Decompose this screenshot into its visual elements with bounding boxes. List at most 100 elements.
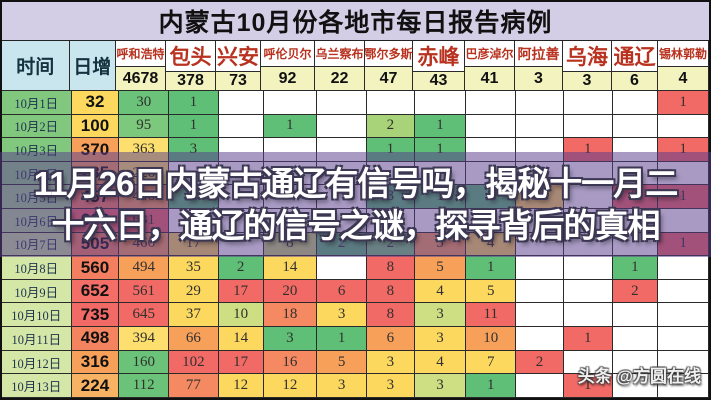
table-title: 内蒙古10月份各地市每日报告病例 [2, 2, 709, 41]
value-cell: 10 [466, 327, 517, 351]
city-column-header: 兴安 73 [216, 41, 261, 91]
city-column-header: 阿拉善 3 [515, 41, 563, 91]
daily-increase-cell: 100 [71, 114, 120, 139]
city-name: 呼和浩特 [116, 41, 166, 67]
value-cell: 5 [317, 350, 367, 375]
value-cell: 6 [317, 279, 367, 304]
city-column-header: 锡林郭勒 4 [658, 41, 709, 91]
value-cell: 394 [119, 327, 170, 351]
value-cell: 66 [169, 327, 219, 351]
city-name: 通辽 [612, 41, 658, 72]
value-cell: 1 [466, 374, 517, 398]
value-cell: 160 [119, 350, 170, 375]
city-month-total: 6 [612, 72, 658, 91]
value-cell: 1 [169, 114, 219, 139]
table-row: 10月11日 498 394 66 14 3 1 6 3 10 1 [2, 327, 710, 351]
city-month-total: 41 [465, 67, 515, 91]
table-row: 10月12日 316 160 102 17 16 5 3 4 7 2 [2, 350, 710, 375]
value-cell [516, 256, 564, 280]
value-cell: 2 [516, 350, 564, 375]
daily-increase-cell: 498 [71, 327, 120, 351]
value-cell: 3 [366, 374, 415, 398]
date-cell: 10月10日 [2, 303, 72, 328]
value-cell: 29 [169, 279, 219, 304]
city-column-header: 呼和浩特 4678 [116, 41, 166, 91]
value-cell: 1 [466, 256, 517, 280]
city-month-total: 378 [166, 72, 216, 91]
value-cell: 2 [218, 256, 264, 280]
value-cell [466, 114, 517, 139]
value-cell [658, 303, 710, 328]
city-month-total: 3 [563, 72, 612, 91]
value-cell: 10 [218, 303, 264, 328]
daily-increase-cell: 735 [71, 303, 120, 328]
value-cell: 2 [366, 114, 415, 139]
value-cell: 14 [263, 256, 318, 280]
value-cell: 645 [119, 303, 170, 328]
value-cell [658, 256, 710, 280]
city-column-header: 乌海 3 [563, 41, 612, 91]
value-cell [612, 327, 659, 351]
city-month-total: 47 [365, 67, 413, 91]
value-cell [516, 303, 564, 328]
city-headers: 呼和浩特 4678 包头 378 兴安 73 呼伦贝尔 92 乌兰察布 22 鄂尔多斯 47 赤峰 43 巴… [116, 41, 709, 91]
value-cell [563, 303, 613, 328]
value-cell [563, 256, 613, 280]
value-cell: 4 [414, 279, 467, 304]
city-column-header: 包头 378 [166, 41, 216, 91]
value-cell [563, 279, 613, 304]
city-column-header: 鄂尔多斯 47 [365, 41, 413, 91]
value-cell [466, 91, 517, 115]
date-cell: 10月12日 [2, 350, 72, 375]
city-name: 赤峰 [413, 41, 465, 72]
city-month-total: 92 [261, 67, 315, 91]
value-cell [516, 374, 564, 398]
value-cell: 1 [563, 327, 613, 351]
value-cell [516, 114, 564, 139]
daily-increase-cell: 32 [71, 91, 120, 115]
city-month-total: 22 [315, 67, 365, 91]
value-cell: 1 [658, 91, 710, 115]
table-row: 10月9日 652 561 29 17 20 6 8 4 5 2 [2, 279, 710, 304]
value-cell [658, 374, 710, 398]
city-month-total: 3 [515, 67, 563, 91]
value-cell [317, 91, 367, 115]
value-cell [317, 114, 367, 139]
city-column-header: 赤峰 43 [413, 41, 465, 91]
date-cell: 10月9日 [2, 279, 72, 304]
value-cell [612, 374, 659, 398]
value-cell: 35 [169, 256, 219, 280]
date-cell: 10月2日 [2, 114, 72, 139]
city-month-total: 4 [658, 67, 709, 91]
value-cell [612, 114, 659, 139]
date-cell: 10月13日 [2, 374, 72, 398]
table-row: 10月10日 735 645 37 10 18 3 8 3 11 [2, 303, 710, 328]
city-column-header: 呼伦贝尔 92 [261, 41, 315, 91]
daily-increase-cell: 652 [71, 279, 120, 304]
table-row: 10月8日 560 494 35 2 14 8 5 1 1 [2, 256, 710, 280]
date-cell: 10月1日 [2, 91, 72, 115]
value-cell: 3 [317, 303, 367, 328]
time-column-header: 时间 [2, 41, 70, 91]
value-cell: 1 [317, 327, 367, 351]
value-cell: 1 [612, 256, 659, 280]
table-header-row: 时间 日增 呼和浩特 4678 包头 378 兴安 73 呼伦贝尔 92 乌兰察布 22 鄂尔多斯 4… [2, 41, 709, 91]
date-cell: 10月11日 [2, 327, 72, 351]
value-cell [218, 91, 264, 115]
value-cell [563, 91, 613, 115]
city-column-header: 巴彦淖尔 41 [465, 41, 515, 91]
table-row: 10月2日 100 95 1 1 2 1 [2, 114, 710, 139]
value-cell: 8 [366, 303, 415, 328]
value-cell [317, 256, 367, 280]
city-month-total: 4678 [116, 67, 166, 91]
city-month-total: 73 [216, 72, 261, 91]
value-cell: 12 [263, 374, 318, 398]
daily-increase-cell: 560 [71, 256, 120, 280]
value-cell [658, 114, 710, 139]
value-cell [612, 91, 659, 115]
value-cell: 3 [366, 350, 415, 375]
value-cell: 30 [119, 91, 170, 115]
daily-increase-column-header: 日增 [69, 41, 116, 91]
value-cell: 95 [119, 114, 170, 139]
city-name: 阿拉善 [515, 41, 563, 67]
